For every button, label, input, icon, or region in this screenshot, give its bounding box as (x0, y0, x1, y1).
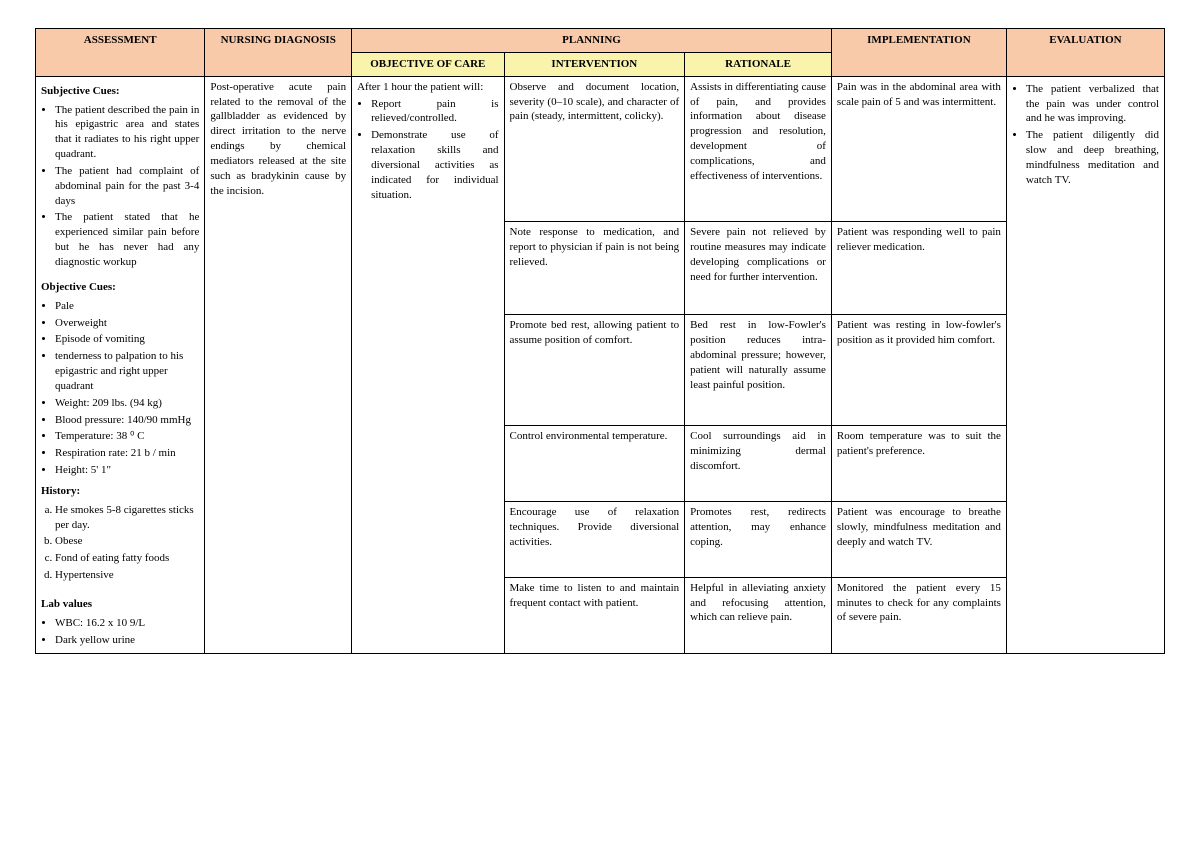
intervention-cell: Control environmental temperature. (504, 426, 685, 502)
rationale-cell: Severe pain not relieved by routine meas… (685, 222, 832, 315)
rationale-cell: Assists in differentiating cause of pain… (685, 76, 832, 222)
objective-item: Temperature: 38 ⁰ C (55, 429, 199, 444)
evaluation-cell: The patient verbalized that the pain was… (1006, 76, 1164, 653)
intervention-cell: Note response to medication, and report … (504, 222, 685, 315)
intervention-cell: Encourage use of relaxation techniques. … (504, 501, 685, 577)
lab-item: Dark yellow urine (55, 633, 199, 648)
table-row: Subjective Cues: The patient described th… (36, 76, 1165, 222)
objective-item: tenderness to palpation to his epigastri… (55, 349, 199, 394)
evaluation-item: The patient diligently did slow and deep… (1026, 128, 1159, 187)
history-item: He smokes 5-8 cigarettes sticks per day. (55, 503, 199, 533)
objective-care-cell: After 1 hour the patient will: Report pai… (352, 76, 504, 653)
lab-title: Lab values (41, 597, 199, 612)
intervention-cell: Observe and document location, severity … (504, 76, 685, 222)
history-title: History: (41, 484, 199, 499)
implementation-cell: Patient was responding well to pain reli… (831, 222, 1006, 315)
subjective-title: Subjective Cues: (41, 84, 199, 99)
rationale-cell: Promotes rest, redirects attention, may … (685, 501, 832, 577)
rationale-cell: Helpful in alleviating anxiety and refoc… (685, 577, 832, 653)
evaluation-item: The patient verbalized that the pain was… (1026, 82, 1159, 127)
history-item: Hypertensive (55, 568, 199, 583)
subjective-item: The patient stated that he experienced s… (55, 210, 199, 269)
rationale-cell: Bed rest in low-Fowler's position reduce… (685, 315, 832, 426)
assessment-cell: Subjective Cues: The patient described th… (36, 76, 205, 653)
objective-item: Overweight (55, 316, 199, 331)
implementation-cell: Monitored the patient every 15 minutes t… (831, 577, 1006, 653)
history-item: Fond of eating fatty foods (55, 551, 199, 566)
implementation-cell: Patient was resting in low-fowler's posi… (831, 315, 1006, 426)
history-item: Obese (55, 534, 199, 549)
objective-item: Episode of vomiting (55, 332, 199, 347)
objective-item: Respiration rate: 21 b / min (55, 446, 199, 461)
header-intervention: INTERVENTION (504, 52, 685, 76)
header-evaluation: EVALUATION (1006, 29, 1164, 77)
lab-item: WBC: 16.2 x 10 9/L (55, 616, 199, 631)
header-planning: PLANNING (352, 29, 832, 53)
objective-item: Report pain is relieved/controlled. (371, 97, 498, 127)
header-rationale: RATIONALE (685, 52, 832, 76)
objective-item: Demonstrate use of relaxation skills and… (371, 128, 498, 202)
implementation-cell: Room temperature was to suit the patient… (831, 426, 1006, 502)
rationale-cell: Cool surroundings aid in minimizing derm… (685, 426, 832, 502)
objective-item: Blood pressure: 140/90 mmHg (55, 413, 199, 428)
header-assessment: ASSESSMENT (36, 29, 205, 77)
header-objective: OBJECTIVE OF CARE (352, 52, 504, 76)
implementation-cell: Patient was encourage to breathe slowly,… (831, 501, 1006, 577)
subjective-item: The patient had complaint of abdominal p… (55, 164, 199, 209)
header-diagnosis: NURSING DIAGNOSIS (205, 29, 352, 77)
nursing-care-plan-table: ASSESSMENT NURSING DIAGNOSIS PLANNING IM… (35, 28, 1165, 654)
subjective-item: The patient described the pain in his ep… (55, 103, 199, 162)
header-implementation: IMPLEMENTATION (831, 29, 1006, 77)
intervention-cell: Make time to listen to and maintain freq… (504, 577, 685, 653)
intervention-cell: Promote bed rest, allowing patient to as… (504, 315, 685, 426)
diagnosis-cell: Post-operative acute pain related to the… (205, 76, 352, 653)
implementation-cell: Pain was in the abdominal area with scal… (831, 76, 1006, 222)
objective-title: Objective Cues: (41, 280, 199, 295)
objective-item: Weight: 209 lbs. (94 kg) (55, 396, 199, 411)
objective-item: Pale (55, 299, 199, 314)
objective-lead: After 1 hour the patient will: (357, 80, 498, 95)
objective-item: Height: 5' 1" (55, 463, 199, 478)
